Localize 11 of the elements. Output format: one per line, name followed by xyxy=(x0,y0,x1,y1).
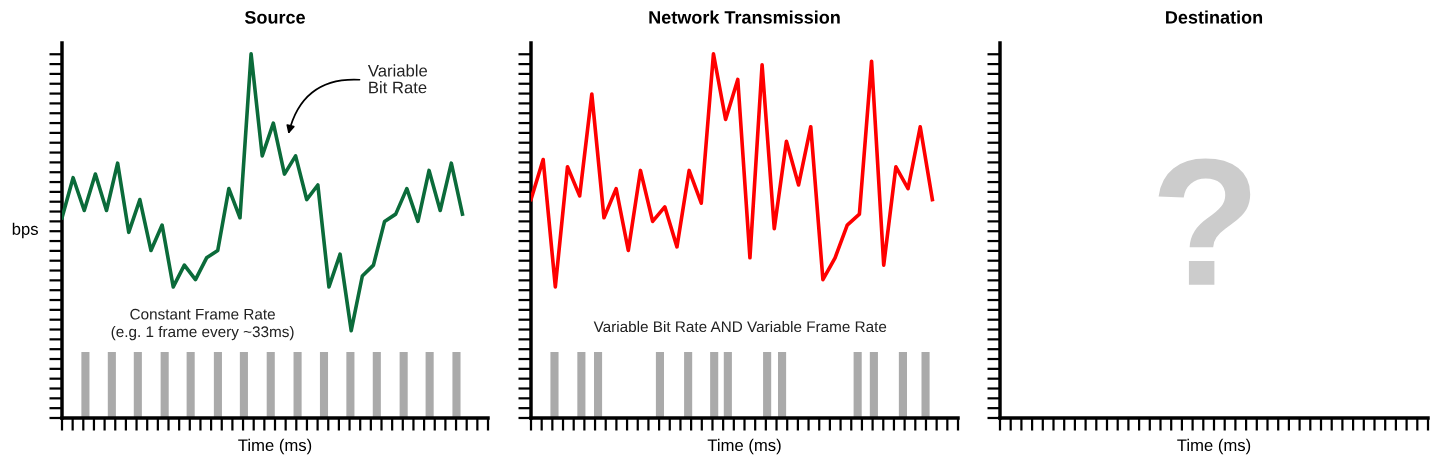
y-axis-title: bps xyxy=(12,222,38,239)
annotation: Constant Frame Rate (e.g. 1 frame every ~33ms) xyxy=(111,308,294,341)
x-axis-title: Time (ms) xyxy=(707,438,781,455)
chart-title: Source xyxy=(244,10,305,24)
x-axis-title: Time (ms) xyxy=(238,438,312,455)
annotation: Variable Bit Rate xyxy=(367,64,428,94)
chart-title: Network Transmission xyxy=(649,10,840,24)
text: Time (ms) xyxy=(1177,438,1251,455)
text: Destination xyxy=(1166,10,1263,24)
text: ? xyxy=(1158,158,1251,285)
annotation: Variable Bit Rate AND Variable Frame Rate xyxy=(593,320,887,333)
